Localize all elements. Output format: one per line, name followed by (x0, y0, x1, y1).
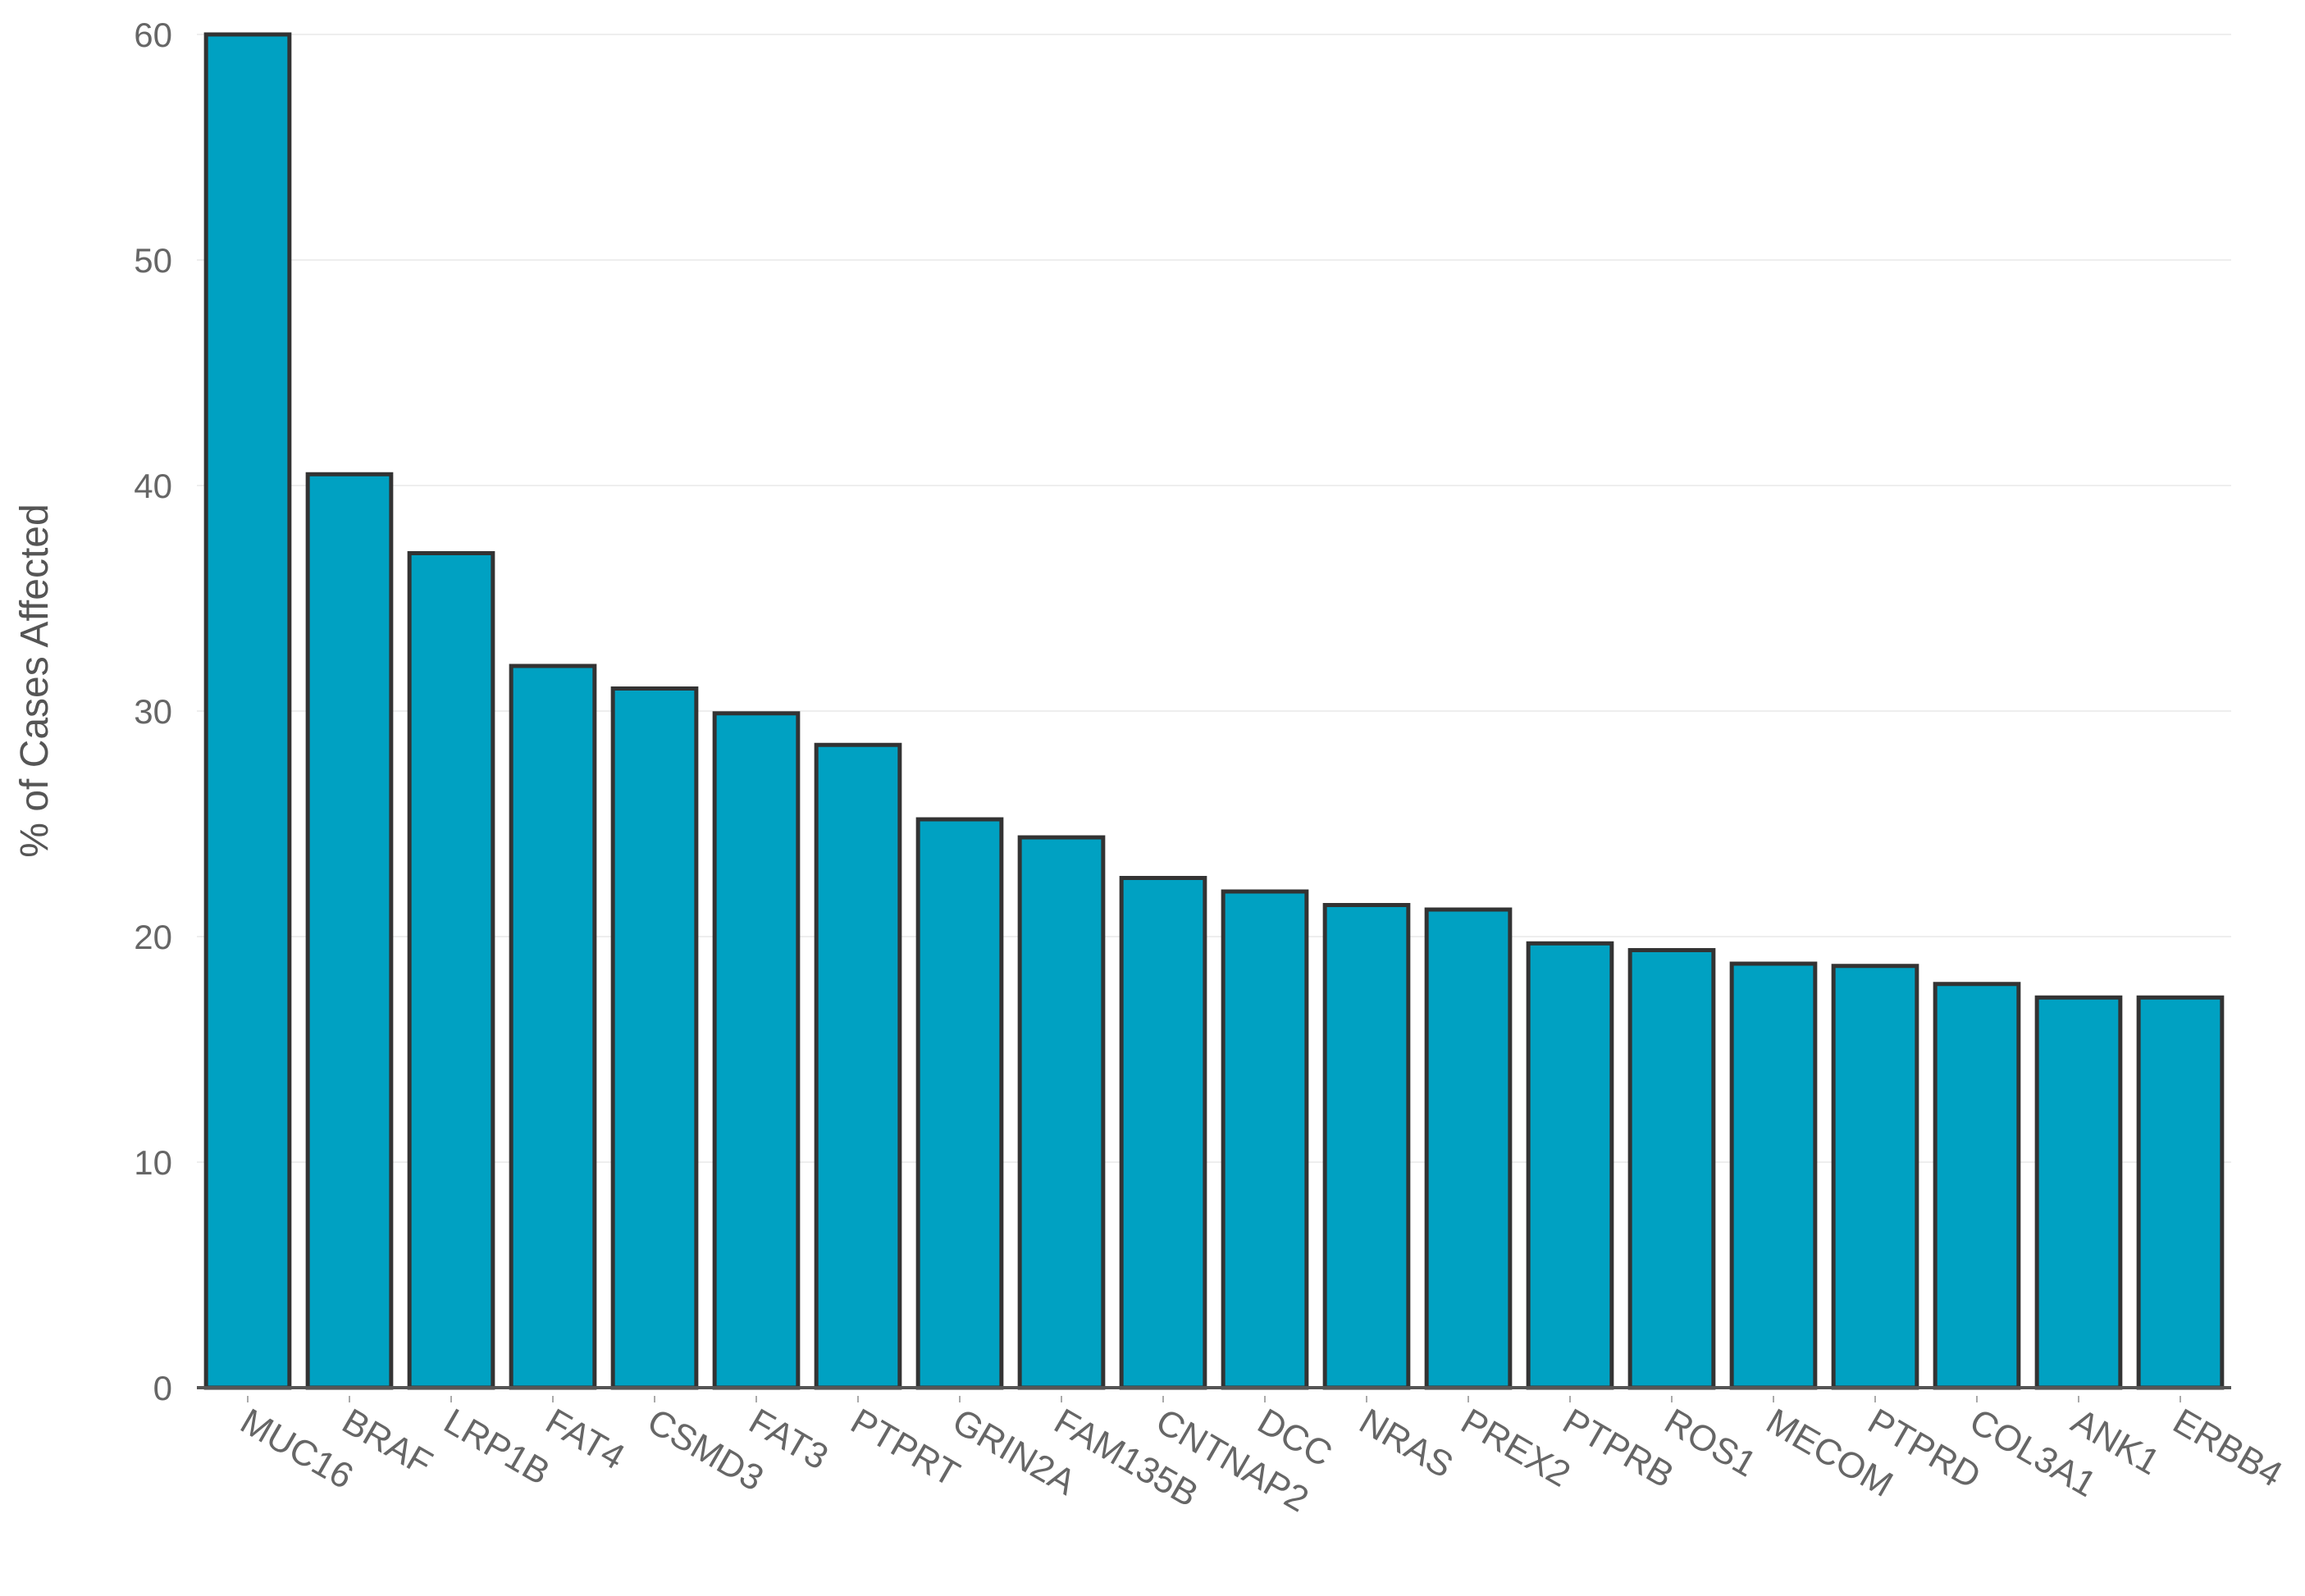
bar-ptprd (1831, 964, 1919, 1390)
x-tick-label-ptprt: PTPRT (844, 1401, 966, 1494)
grid-lines (197, 34, 2231, 1163)
bar-fam135b (1017, 835, 1106, 1390)
y-tick-label-40: 40 (134, 467, 172, 505)
bar-muc16 (203, 32, 292, 1390)
bar-prex2 (1424, 907, 1513, 1390)
x-tick-label-prex2: PREX2 (1454, 1401, 1577, 1495)
bar-ptprt (814, 742, 902, 1390)
y-tick-label-50: 50 (134, 241, 172, 280)
bar-ros1 (1627, 948, 1716, 1390)
bar-ank1 (2034, 995, 2123, 1390)
bar-braf (305, 472, 394, 1390)
x-tick-label-muc16: MUC16 (234, 1401, 360, 1497)
x-tick-label-ptprb: PTPRB (1556, 1401, 1681, 1496)
bar-csmd3 (610, 686, 699, 1390)
bar-dcc (1221, 889, 1309, 1390)
x-tick-label-lrp1b: LRP1B (437, 1401, 556, 1493)
bar-fat3 (712, 711, 801, 1390)
bars (203, 32, 2225, 1390)
y-tick-label-60: 60 (134, 16, 172, 54)
x-tick-label-erbb4: ERBB4 (2166, 1401, 2289, 1495)
y-tick-label-20: 20 (134, 918, 172, 956)
bar-fat4 (509, 663, 597, 1390)
x-tick-label-csmd3: CSMD3 (641, 1401, 770, 1498)
y-tick-label-0: 0 (153, 1369, 172, 1407)
axes (197, 1386, 2231, 1402)
bar-ptprb (1526, 941, 1614, 1390)
bar-cntnap2 (1119, 876, 1207, 1390)
x-tick-label-fat4: FAT4 (539, 1401, 632, 1477)
y-axis-title: % of Cases Affected (13, 504, 57, 857)
y-tick-label-10: 10 (134, 1143, 172, 1182)
bar-nras (1322, 903, 1411, 1390)
bar-col3a1 (1933, 982, 2021, 1390)
y-tick-label-30: 30 (134, 692, 172, 731)
bar-mecom (1729, 961, 1818, 1390)
bar-grin2a (915, 817, 1004, 1390)
bar-lrp1b (407, 551, 495, 1390)
bar-erbb4 (2136, 995, 2225, 1390)
x-tick-label-nras: NRAS (1353, 1401, 1459, 1486)
